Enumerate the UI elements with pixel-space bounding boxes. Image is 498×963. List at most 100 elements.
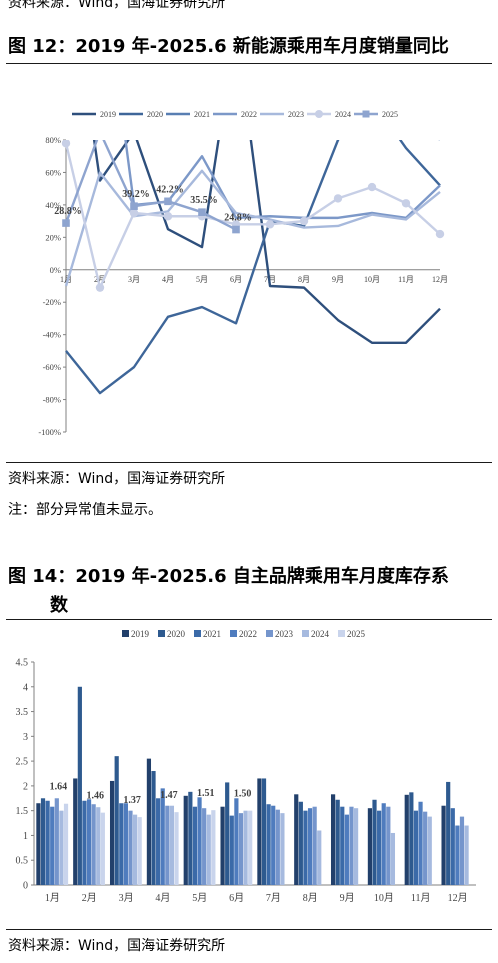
x-tick-label: 10月 <box>374 892 394 904</box>
data-label: 1.64 <box>50 782 68 793</box>
bar-2022 <box>160 788 165 885</box>
bar-2022 <box>418 801 423 885</box>
bar-2024 <box>464 825 469 885</box>
bar-2020 <box>335 799 340 885</box>
figure14-bar-chart: 0 0.5 1 1.5 2 2.5 3 3.5 4 4.5 1月 2月 3月 4月 5月 6月 7月 8月 9月 10… <box>16 629 476 904</box>
bar-2023 <box>238 813 244 885</box>
series-point-2025 <box>130 202 138 210</box>
figure12-bottom-rule <box>6 462 492 463</box>
data-label: 1.51 <box>197 788 215 799</box>
bar-2020 <box>77 686 82 885</box>
bar-2019 <box>183 795 188 885</box>
series-point-2024 <box>367 182 377 192</box>
bar-2020 <box>114 756 119 885</box>
bar-2021 <box>119 803 124 885</box>
bar-2023 <box>202 808 207 885</box>
y-tick-label: 60% <box>45 167 61 177</box>
bar-2023 <box>165 805 170 885</box>
data-label: 24.8% <box>224 213 252 224</box>
legend-swatch-2019 <box>122 630 129 637</box>
x-tick-label: 4月 <box>155 892 170 904</box>
bar-2019 <box>109 780 115 885</box>
series-line-2024 <box>64 142 441 289</box>
bar-2024 <box>317 830 322 885</box>
x-tick-label: 3月 <box>119 892 134 904</box>
series-point-2025 <box>198 208 206 216</box>
data-label: 1.37 <box>123 795 141 806</box>
x-tick-label: 3月 <box>128 275 140 284</box>
bar-2021 <box>340 806 345 885</box>
bar-2023 <box>275 809 280 885</box>
bar-2020 <box>446 781 451 885</box>
series-point-2024 <box>129 208 139 218</box>
figure14-title-line2: 数 <box>50 595 68 616</box>
legend-label-2025: 2025 <box>382 110 398 119</box>
x-tick-label: 12月 <box>432 275 448 284</box>
bar-2019 <box>146 758 152 885</box>
data-label: 28.8% <box>54 206 82 217</box>
x-tick-label: 12月 <box>448 892 468 904</box>
bar-2021 <box>450 808 455 885</box>
legend-label-2025: 2025 <box>347 629 366 639</box>
legend-label-2024: 2024 <box>311 629 330 639</box>
x-tick-label: 9月 <box>332 275 344 284</box>
y-tick-label: 0 <box>23 881 28 892</box>
bar-2025 <box>63 803 69 885</box>
figure14-title-line1: 图 14：2019 年-2025.6 自主品牌乘用车月度库存系 <box>8 566 449 587</box>
series-point-2024 <box>435 229 445 239</box>
bar-2022 <box>455 825 460 885</box>
bar-2020 <box>261 778 267 885</box>
bar-2025 <box>137 817 142 885</box>
series-point-2024 <box>265 220 275 229</box>
figure14-bottom-rule <box>6 929 492 930</box>
series-point-2024 <box>333 194 343 203</box>
bar-2024 <box>427 816 432 885</box>
bar-2019 <box>330 794 336 885</box>
series-point-2024 <box>61 140 71 148</box>
figure12-title: 图 12：2019 年-2025.6 新能源乘用车月度销量同比 <box>8 36 449 57</box>
x-tick-label: 8月 <box>303 892 318 904</box>
bar-2022 <box>381 803 386 885</box>
data-label: 39.2% <box>122 189 150 200</box>
legend-label-2020: 2020 <box>167 629 186 639</box>
bar-2024 <box>243 810 248 885</box>
y-tick-label: 3 <box>23 732 28 743</box>
header-source: 资料来源：Wind，国海证券研究所 <box>8 0 226 11</box>
series-point-2024 <box>401 199 411 208</box>
bar-2021 <box>156 798 161 885</box>
legend-swatch-2024 <box>302 630 309 637</box>
bar-2024 <box>206 814 211 885</box>
bar-2025 <box>174 812 179 885</box>
x-tick-label: 11月 <box>411 892 431 904</box>
y-tick-label: 0.5 <box>16 856 29 867</box>
legend-swatch-2023 <box>266 630 273 637</box>
bar-2023 <box>128 810 133 885</box>
y-tick-label: 1 <box>23 831 28 842</box>
figure12-title-rule <box>6 63 492 64</box>
bar-2020 <box>225 782 230 885</box>
bar-2019 <box>257 778 262 885</box>
data-label: 1.46 <box>87 791 105 802</box>
figure14-source: 资料来源：Wind，国海证券研究所 <box>8 938 226 954</box>
y-tick-label: 0% <box>50 265 61 275</box>
data-label: 42.2% <box>156 184 184 195</box>
bar-2024 <box>59 810 64 885</box>
y-tick-label: 3.5 <box>16 707 29 718</box>
y-tick-label: 2 <box>23 781 28 792</box>
legend-label-2023: 2023 <box>288 110 304 119</box>
bar-2023 <box>459 816 465 885</box>
bar-2022 <box>123 803 128 885</box>
x-tick-label: 10月 <box>364 275 380 284</box>
series-line-2023 <box>64 169 441 287</box>
bar-2023 <box>386 806 391 885</box>
y-tick-label: -60% <box>43 362 61 372</box>
bar-2024 <box>132 814 138 885</box>
x-tick-label: 11月 <box>398 275 414 284</box>
bar-2024 <box>390 832 396 885</box>
bar-2019 <box>367 808 373 885</box>
bar-2024 <box>280 813 285 885</box>
legend-swatch-2020 <box>158 630 165 637</box>
y-tick-label: 1.5 <box>16 806 29 817</box>
bar-2021 <box>229 815 234 885</box>
y-tick-label: 4.5 <box>16 658 29 669</box>
